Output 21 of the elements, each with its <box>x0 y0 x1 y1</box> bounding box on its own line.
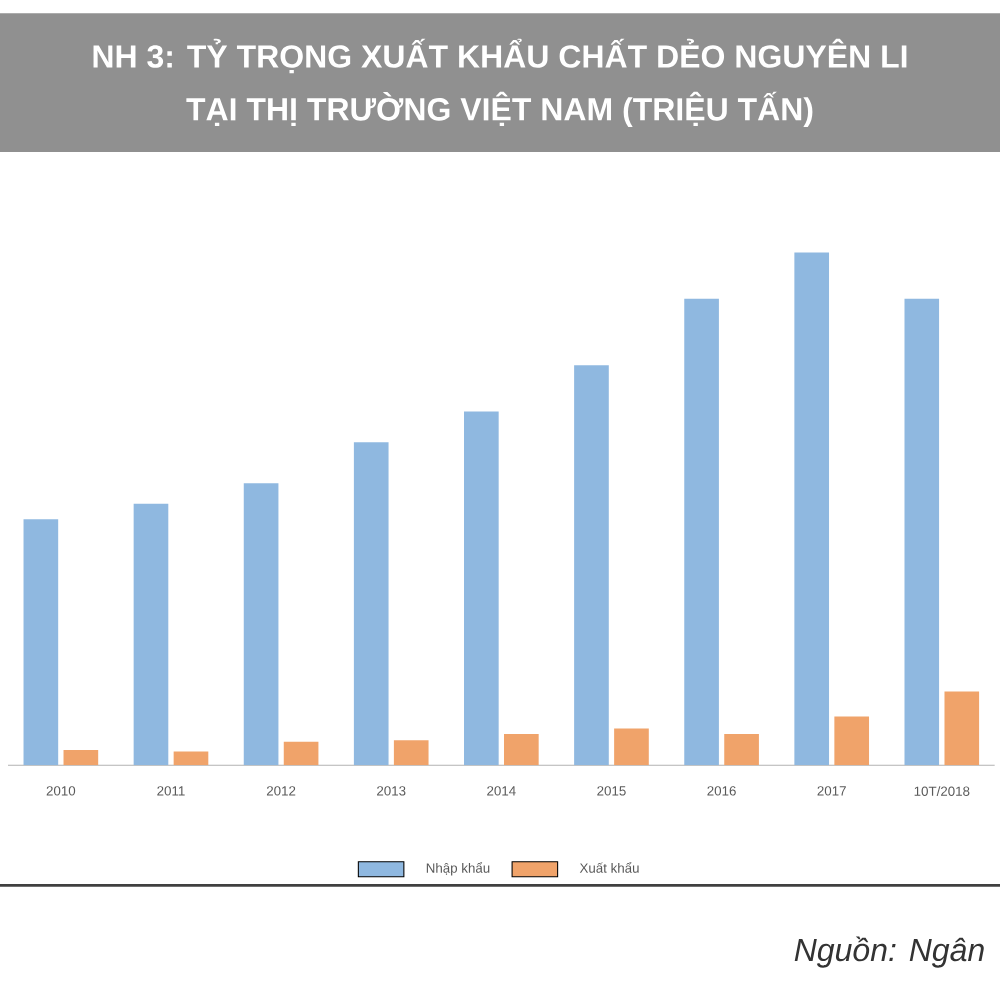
bar <box>904 298 940 766</box>
bar <box>504 734 539 766</box>
bar <box>393 740 429 766</box>
bar <box>133 503 169 766</box>
bar <box>794 252 830 766</box>
bar <box>724 734 759 766</box>
bar <box>944 691 980 766</box>
bar <box>63 749 99 766</box>
bar <box>353 442 389 766</box>
chart-title: NH 3: TỶ TRỌNG XUẤT KHẨU CHẤT DẺO NGUYÊN LI <box>93 38 907 74</box>
bar <box>173 751 209 766</box>
bar <box>614 728 649 766</box>
bar <box>834 716 870 766</box>
bar <box>464 411 499 766</box>
bar <box>23 519 59 766</box>
bar <box>243 483 279 766</box>
text: Nguồn: Ngân <box>794 936 984 968</box>
bar <box>684 298 719 766</box>
chart-subtitle: TẠI THỊ TRƯỜNG VIỆT NAM (TRIỆU TẤN) <box>186 91 813 127</box>
bar <box>283 741 319 766</box>
bar <box>574 365 609 766</box>
